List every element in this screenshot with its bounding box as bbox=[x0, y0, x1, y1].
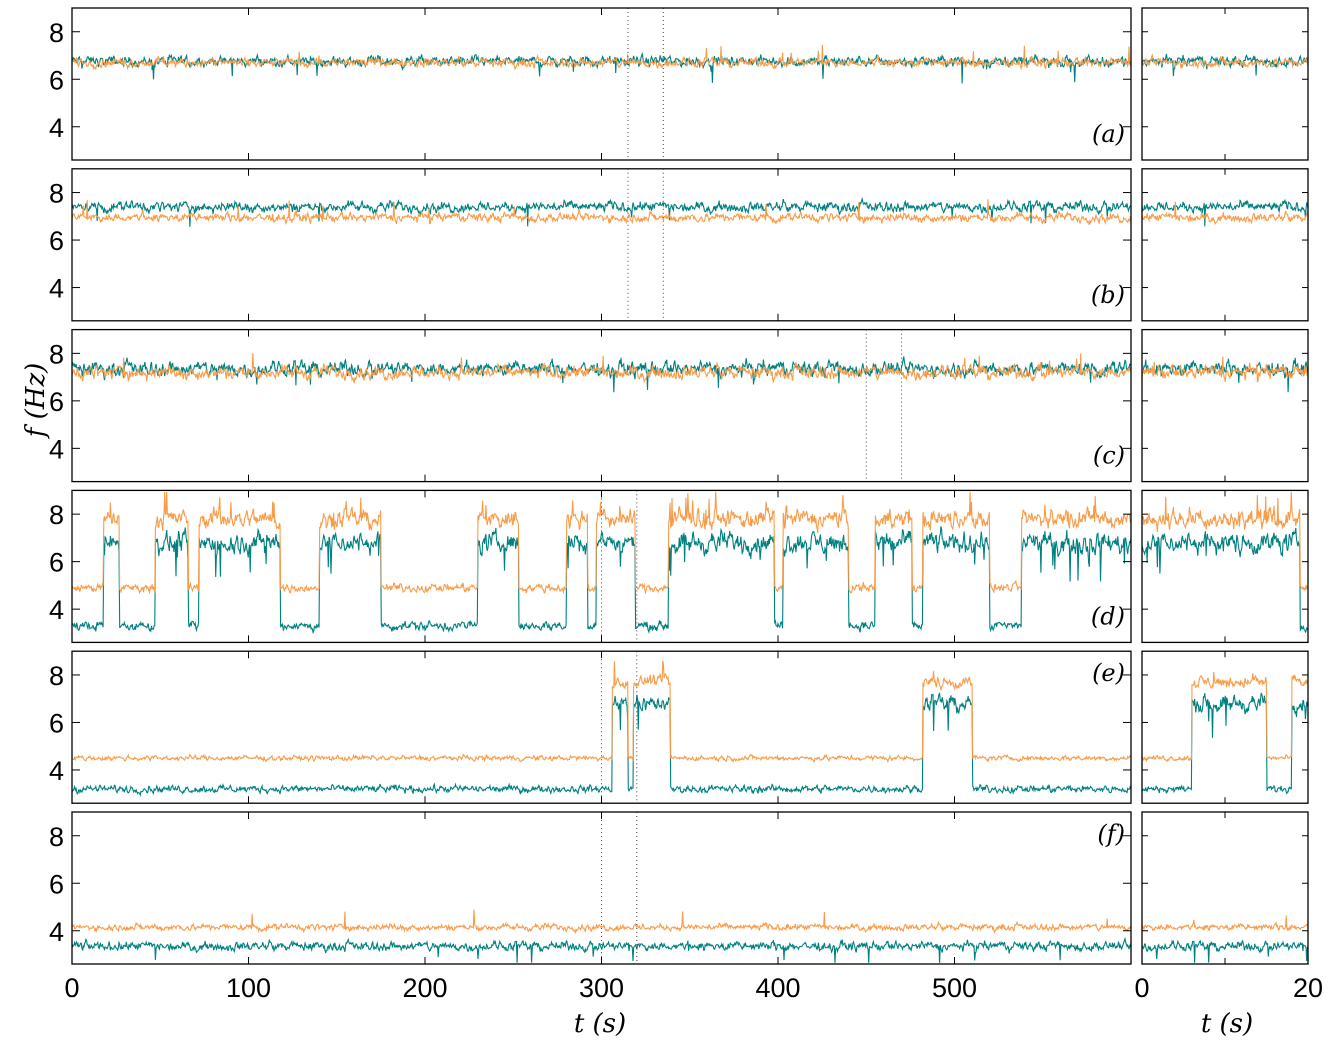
y-tick-label: 4 bbox=[49, 434, 64, 464]
series-teal-zoom bbox=[1142, 527, 1308, 634]
y-axis-label: f (Hz) bbox=[21, 363, 51, 440]
y-tick-label: 6 bbox=[49, 65, 64, 95]
main-series-group bbox=[72, 491, 1131, 635]
series-orange-zoom bbox=[1142, 201, 1308, 226]
series-teal-zoom bbox=[1142, 939, 1308, 963]
series-teal-zoom bbox=[1142, 357, 1308, 393]
zoom-series-group bbox=[1142, 491, 1308, 634]
series-orange-zoom bbox=[1142, 356, 1308, 383]
y-tick-label: 8 bbox=[49, 339, 64, 369]
y-tick-label: 6 bbox=[49, 708, 64, 738]
x-tick-label: 100 bbox=[226, 973, 271, 1003]
panel-1: 4 6 8 (a) bbox=[49, 7, 1309, 161]
series-orange-main bbox=[72, 352, 1131, 384]
y-tick-label: 4 bbox=[49, 756, 64, 786]
series-orange-main bbox=[72, 909, 1131, 935]
x-axis-label-zoom: t (s) bbox=[1201, 1009, 1253, 1038]
series-orange-zoom bbox=[1142, 671, 1308, 763]
x-tick-label: 400 bbox=[755, 973, 800, 1003]
main-axes-frame bbox=[71, 168, 1132, 322]
panel-label: (c) bbox=[1093, 442, 1125, 470]
y-tick-label: 6 bbox=[49, 548, 64, 578]
y-tick-label: 6 bbox=[49, 226, 64, 256]
y-tick-label: 8 bbox=[49, 18, 64, 48]
x-tick-label-zoom: 20 bbox=[1293, 973, 1323, 1003]
panel-label: (b) bbox=[1091, 281, 1125, 309]
zoom-series-group bbox=[1142, 198, 1308, 227]
main-series-group bbox=[72, 44, 1131, 84]
y-tick-label: 4 bbox=[49, 595, 64, 625]
panel-label: (e) bbox=[1092, 659, 1125, 687]
x-tick-label: 300 bbox=[579, 973, 624, 1003]
y-tick-label: 6 bbox=[49, 869, 64, 899]
series-orange-zoom bbox=[1142, 491, 1308, 591]
zoom-axes-frame bbox=[1141, 328, 1309, 483]
x-axis-label-main: t (s) bbox=[574, 1009, 626, 1038]
main-axes-frame bbox=[71, 328, 1132, 483]
series-teal-zoom bbox=[1142, 198, 1308, 227]
x-tick-label: 0 bbox=[64, 973, 79, 1003]
panel-3: 4 6 8 (c) bbox=[49, 328, 1309, 483]
panel-2: 4 6 8 (b) bbox=[49, 168, 1309, 322]
panel-5: 4 6 8 (e) bbox=[49, 650, 1309, 804]
panel-4: 4 6 8 (d) bbox=[49, 489, 1309, 644]
panel-label: (d) bbox=[1091, 602, 1125, 630]
main-axes-frame bbox=[71, 7, 1132, 161]
series-orange-main bbox=[72, 660, 1131, 764]
main-series-group bbox=[72, 196, 1131, 227]
x-tick-label: 500 bbox=[932, 973, 977, 1003]
main-series-group bbox=[72, 352, 1131, 393]
panels-layer: 4 6 8 (a) 4 6 8 (b) 4 6 8 (c) 4 6 8 (d) 4 6 8 (e) 4 6 8 (f) 0 100… bbox=[49, 7, 1323, 1003]
y-tick-label: 8 bbox=[49, 822, 64, 852]
zoom-axes-frame bbox=[1141, 650, 1309, 804]
zoom-series-group bbox=[1142, 671, 1308, 795]
zoom-series-group bbox=[1142, 53, 1308, 77]
y-tick-label: 4 bbox=[49, 917, 64, 947]
series-teal-main bbox=[72, 51, 1131, 84]
series-teal-main bbox=[72, 196, 1131, 227]
zoom-axes-frame bbox=[1141, 489, 1309, 644]
y-tick-label: 8 bbox=[49, 179, 64, 209]
series-orange-main bbox=[72, 199, 1131, 226]
series-teal-main bbox=[72, 526, 1131, 635]
y-tick-label: 4 bbox=[49, 274, 64, 304]
zoom-axes-frame bbox=[1141, 7, 1309, 161]
series-orange-zoom bbox=[1142, 915, 1308, 932]
panel-label: (f) bbox=[1097, 820, 1125, 848]
y-tick-label: 4 bbox=[49, 113, 64, 143]
panel-label: (a) bbox=[1092, 120, 1125, 148]
series-orange-zoom bbox=[1142, 53, 1308, 70]
series-teal-zoom bbox=[1142, 53, 1308, 77]
series-teal-zoom bbox=[1142, 691, 1308, 795]
series-orange-main bbox=[72, 491, 1131, 595]
x-tick-label-zoom: 0 bbox=[1134, 973, 1149, 1003]
panel-6: 4 6 8 (f) bbox=[49, 811, 1309, 965]
x-tick-label: 200 bbox=[402, 973, 447, 1003]
zoom-series-group bbox=[1142, 356, 1308, 393]
y-tick-label: 6 bbox=[49, 387, 64, 417]
y-tick-label: 8 bbox=[49, 661, 64, 691]
zoom-series-group bbox=[1142, 915, 1308, 963]
y-tick-label: 8 bbox=[49, 500, 64, 530]
zoom-axes-frame bbox=[1141, 168, 1309, 322]
series-orange-main bbox=[72, 44, 1131, 71]
